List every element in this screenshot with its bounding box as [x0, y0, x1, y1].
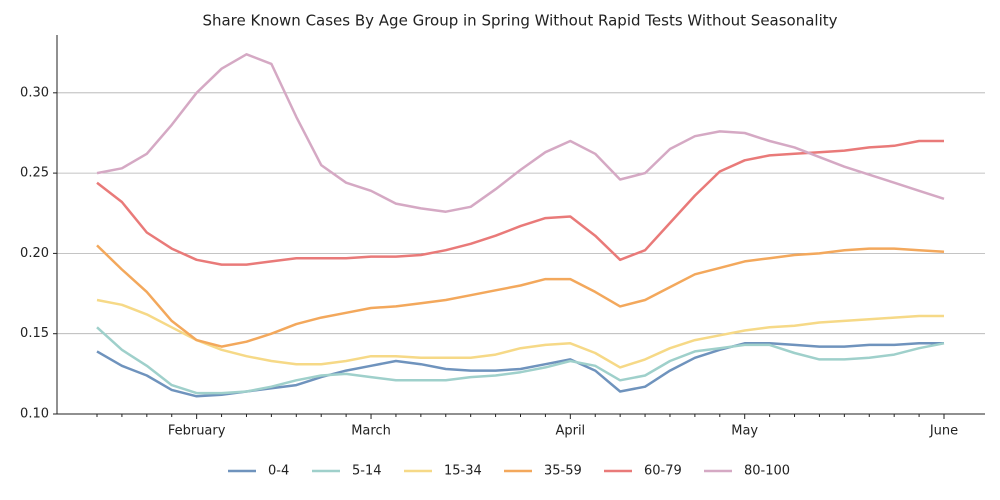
x-tick-label: June: [929, 424, 958, 439]
y-tick-label: 0.30: [20, 85, 49, 100]
series-line: [96, 298, 944, 369]
x-tick-label: May: [731, 424, 758, 439]
legend-label: 5-14: [352, 464, 382, 479]
legend-label: 35-59: [544, 464, 582, 479]
series-line: [96, 244, 945, 348]
legend-label: 80-100: [744, 464, 790, 479]
x-tick-label: April: [555, 424, 585, 439]
y-tick-label: 0.15: [20, 326, 49, 341]
series-line: [96, 326, 945, 395]
x-tick-label: March: [351, 424, 391, 439]
y-tick-label: 0.10: [20, 407, 49, 422]
series-line: [96, 139, 944, 266]
chart-title: Share Known Cases By Age Group in Spring…: [202, 12, 837, 30]
legend-label: 60-79: [644, 464, 682, 479]
y-tick-label: 0.20: [20, 246, 49, 261]
y-tick-label: 0.25: [20, 166, 49, 181]
legend-label: 15-34: [444, 464, 482, 479]
series-line: [96, 53, 945, 213]
legend-label: 0-4: [268, 464, 289, 479]
x-tick-label: February: [168, 424, 226, 439]
legend: 0-4 5-14 15-34 35-59 60-79 80-100: [228, 464, 790, 479]
